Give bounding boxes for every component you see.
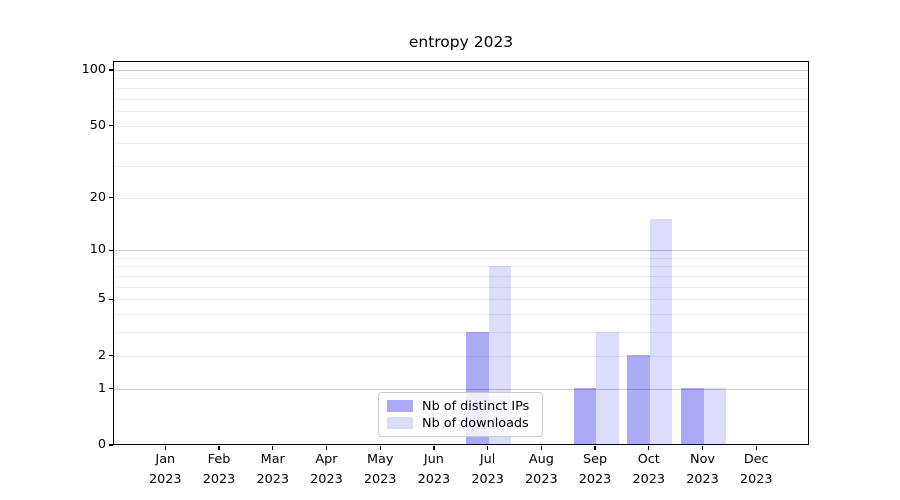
gridline-minor [114, 125, 808, 127]
gridline-minor [114, 197, 808, 199]
x-tick-mark [218, 445, 220, 450]
x-tick-mark [648, 445, 650, 450]
x-tick-mark [433, 445, 435, 450]
y-tick-mark [108, 196, 113, 199]
y-tick-mark [108, 298, 113, 301]
x-tick-label-aug: Aug 2023 [525, 452, 558, 487]
x-tick-label-jan: Jan 2023 [149, 452, 182, 487]
gridline-major [114, 250, 808, 252]
bar-downloads-oct [649, 219, 673, 445]
gridline-minor [114, 257, 808, 259]
gridline-minor [114, 286, 808, 288]
x-tick-label-sep: Sep 2023 [578, 452, 612, 487]
gridline-minor [114, 165, 808, 167]
gridline-minor [114, 87, 808, 89]
y-tick-mark [108, 124, 113, 127]
bar-distinct-ips-oct [627, 355, 650, 445]
legend-entry-distinct-ips: Nb of distinct IPs [387, 398, 534, 414]
y-tick-mark [108, 388, 113, 390]
chart-title: entropy 2023 [408, 33, 514, 51]
x-tick-label-jul: Jul 2023 [471, 452, 504, 487]
legend-label-distinct-ips: Nb of distinct IPs [422, 398, 530, 414]
x-tick-label-may: May 2023 [363, 452, 397, 487]
y-tick-label: 5 [97, 291, 106, 307]
bar-distinct-ips-nov [681, 388, 704, 445]
x-tick-mark [272, 445, 274, 450]
y-tick-label: 100 [81, 62, 106, 77]
gridline-minor [114, 355, 808, 357]
gridline-minor [114, 266, 808, 268]
x-tick-label-mar: Mar 2023 [256, 452, 290, 487]
x-tick-label-oct: Oct 2023 [632, 452, 666, 487]
x-tick-mark [594, 445, 596, 450]
y-tick-mark [108, 444, 113, 446]
x-tick-mark [540, 445, 542, 450]
bar-distinct-ips-sep [573, 388, 597, 445]
legend-entry-downloads: Nb of downloads [387, 415, 534, 431]
y-tick-label: 1 [97, 380, 106, 396]
legend-swatch-downloads-icon [387, 417, 413, 429]
x-tick-mark [701, 445, 704, 450]
x-tick-mark [325, 445, 328, 450]
gridline-minor [114, 276, 808, 278]
bar-downloads-sep [596, 332, 619, 445]
legend: Nb of distinct IPs Nb of downloads [378, 392, 543, 437]
x-tick-mark [379, 445, 381, 450]
y-tick-label: 2 [97, 347, 106, 363]
legend-swatch-distinct-ips-icon [387, 400, 413, 412]
x-tick-mark [164, 445, 166, 450]
gridline-major [114, 388, 808, 390]
gridline-minor [114, 98, 808, 100]
gridline-minor [114, 78, 808, 80]
gridline-minor [114, 110, 808, 112]
y-tick-mark [108, 249, 113, 251]
y-tick-mark [108, 69, 113, 71]
x-tick-label-apr: Apr 2023 [310, 452, 343, 487]
bar-downloads-nov [703, 388, 726, 445]
y-tick-label: 10 [89, 242, 106, 258]
gridline-minor [114, 299, 808, 301]
plot-area [113, 61, 809, 445]
y-tick-label: 0 [97, 437, 106, 452]
y-tick-mark [108, 355, 113, 357]
gridline-minor [114, 143, 808, 145]
x-tick-label-nov: Nov 2023 [686, 452, 719, 487]
gridline-major [114, 70, 808, 71]
x-tick-label-jun: Jun 2023 [417, 452, 451, 487]
x-tick-label-feb: Feb 2023 [202, 452, 236, 487]
x-tick-mark [486, 445, 489, 450]
x-tick-mark [755, 445, 757, 450]
gridline-minor [114, 314, 808, 316]
x-tick-label-dec: Dec 2023 [739, 452, 773, 487]
y-tick-label: 50 [89, 117, 106, 133]
gridline-minor [114, 332, 808, 334]
y-tick-label: 20 [89, 189, 106, 205]
legend-label-downloads: Nb of downloads [422, 415, 529, 431]
